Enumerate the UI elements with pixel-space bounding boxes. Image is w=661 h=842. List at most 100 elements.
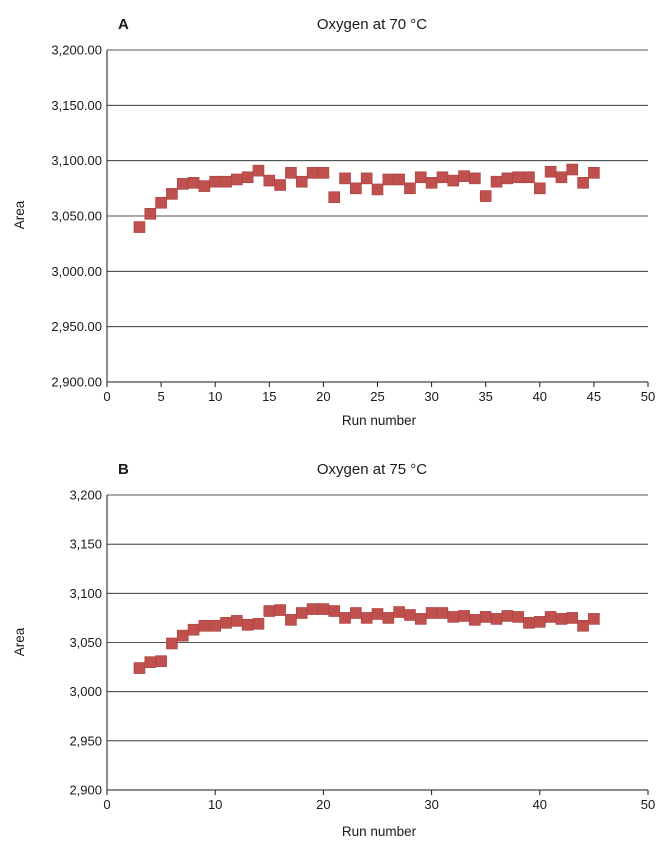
panel-b-data-point xyxy=(350,607,362,619)
panel-b-x-tick-label: 0 xyxy=(103,797,110,812)
panel-b-y-tick-label: 3,200 xyxy=(69,488,102,503)
panel-a-data-point xyxy=(209,175,221,188)
panel-b-data-point xyxy=(231,615,243,627)
panel-b-data-point xyxy=(414,613,427,625)
panel-b-data-point xyxy=(360,612,373,624)
panel-b-data-points xyxy=(133,603,600,674)
panel-a-data-point xyxy=(263,174,276,187)
panel-a-data-point xyxy=(382,173,395,186)
panel-b-data-point xyxy=(469,614,481,626)
panel-b-data-point xyxy=(447,611,460,623)
panel-a-x-tick-label: 20 xyxy=(316,389,330,404)
panel-b-data-point xyxy=(317,603,330,615)
panel-b-title: Oxygen at 75 °C xyxy=(317,461,427,478)
panel-a-title: Oxygen at 70 °C xyxy=(317,16,427,33)
panel-b-data-point xyxy=(523,617,535,629)
panel-a-data-point xyxy=(155,196,167,209)
panel-a-chart: A Oxygen at 70 °C Run number Area 2,900.… xyxy=(12,16,655,428)
panel-a-data-point xyxy=(393,173,405,186)
panel-a-data-point xyxy=(187,177,200,189)
panel-a-ylabel: Area xyxy=(12,200,27,229)
panel-a-axes xyxy=(106,50,649,387)
panel-a-y-tick-label: 3,000.00 xyxy=(51,264,102,279)
panel-a-x-tick-label: 15 xyxy=(262,389,276,404)
panel-b-data-point xyxy=(166,637,178,650)
panel-b-x-tick-labels: 0 10 20 30 40 50 xyxy=(103,797,655,812)
panel-a-x-tick-label: 0 xyxy=(103,389,110,404)
panel-a-x-tick-label: 5 xyxy=(157,389,164,404)
panel-a-xlabel: Run number xyxy=(342,413,417,428)
panel-a-data-point xyxy=(555,171,568,184)
panel-a-data-point xyxy=(490,175,503,188)
panel-a-y-tick-label: 2,900.00 xyxy=(51,375,102,390)
panel-a-data-point xyxy=(469,172,481,185)
panel-a-data-point xyxy=(133,221,146,233)
panel-a-x-tick-label: 35 xyxy=(478,389,492,404)
panel-b-data-point xyxy=(436,607,449,619)
panel-a-data-point xyxy=(350,182,362,195)
panel-a-y-tick-label: 2,950.00 xyxy=(51,319,102,334)
panel-b-data-point xyxy=(241,618,254,631)
panel-b-data-point xyxy=(133,662,146,674)
panel-a-data-point xyxy=(544,165,557,178)
panel-b-chart: B Oxygen at 75 °C Run number Area 2,900 2… xyxy=(12,461,655,839)
panel-b-y-tick-label: 3,150 xyxy=(69,537,102,552)
panel-b-data-point xyxy=(393,606,405,618)
panel-b-data-point xyxy=(274,604,286,616)
panel-a-data-point xyxy=(371,183,384,196)
panel-b-gridlines xyxy=(107,494,648,742)
panel-a-y-tick-label: 3,100.00 xyxy=(51,153,102,168)
panel-a-y-tick-labels: 2,900.00 2,950.00 3,000.00 3,050.00 3,100.00… xyxy=(51,43,102,390)
panel-a-data-point xyxy=(512,171,524,184)
panel-b-data-point xyxy=(285,614,297,626)
panel-a-y-tick-label: 3,050.00 xyxy=(51,209,102,224)
panel-a-data-point xyxy=(479,190,492,202)
panel-a-data-point xyxy=(501,172,514,185)
panel-b-data-point xyxy=(501,610,514,622)
panel-a-data-point xyxy=(447,174,460,187)
panel-b-data-point xyxy=(544,611,557,623)
panel-b-ylabel: Area xyxy=(12,627,27,656)
panel-b-y-tick-label: 2,900 xyxy=(69,783,102,798)
panel-b-data-point xyxy=(479,611,492,623)
panel-b-x-tick-label: 40 xyxy=(533,797,547,812)
panel-a-data-point xyxy=(295,175,308,188)
panel-b-data-point xyxy=(155,655,167,667)
panel-b-data-point xyxy=(577,619,589,632)
panel-b-xlabel: Run number xyxy=(342,824,417,839)
panel-a-x-tick-label: 10 xyxy=(208,389,222,404)
panel-a-data-point xyxy=(274,179,286,191)
panel-a-data-point xyxy=(588,167,600,179)
panel-a-data-point xyxy=(144,207,157,220)
panel-a-data-point xyxy=(458,170,470,182)
panel-a-x-tick-label: 50 xyxy=(641,389,655,404)
panel-b-x-tick-label: 20 xyxy=(316,797,330,812)
panel-b-data-point xyxy=(209,619,221,632)
panel-b-y-tick-label: 3,100 xyxy=(69,586,102,601)
panel-a-x-tick-label: 30 xyxy=(424,389,438,404)
panel-a-data-point xyxy=(425,177,438,189)
panel-b-data-point xyxy=(404,609,416,621)
panel-b-letter: B xyxy=(118,461,129,478)
panel-b-x-tick-label: 50 xyxy=(641,797,655,812)
panel-b-data-point xyxy=(458,610,470,622)
panel-b-data-point xyxy=(566,612,579,624)
panel-a-data-point xyxy=(566,163,579,176)
panel-a-data-point xyxy=(241,171,254,184)
panel-b-axes xyxy=(106,495,649,795)
panel-a-data-point xyxy=(306,167,319,179)
panel-b-data-point xyxy=(220,617,232,629)
panel-a-data-point xyxy=(231,173,243,186)
panel-a-x-tick-label: 45 xyxy=(587,389,601,404)
panel-a-data-point xyxy=(533,182,546,195)
panel-b-data-point xyxy=(425,607,438,619)
panel-a-data-point xyxy=(328,191,341,203)
panel-b-data-point xyxy=(187,623,200,636)
panel-b-y-tick-labels: 2,900 2,950 3,000 3,050 3,100 3,150 3,200 xyxy=(69,488,102,798)
panel-a-data-point xyxy=(285,167,297,179)
panel-b-data-point xyxy=(328,605,341,617)
panel-b-y-tick-label: 3,000 xyxy=(69,684,102,699)
panel-a-data-point xyxy=(360,172,373,185)
panel-a-data-point xyxy=(198,180,211,192)
